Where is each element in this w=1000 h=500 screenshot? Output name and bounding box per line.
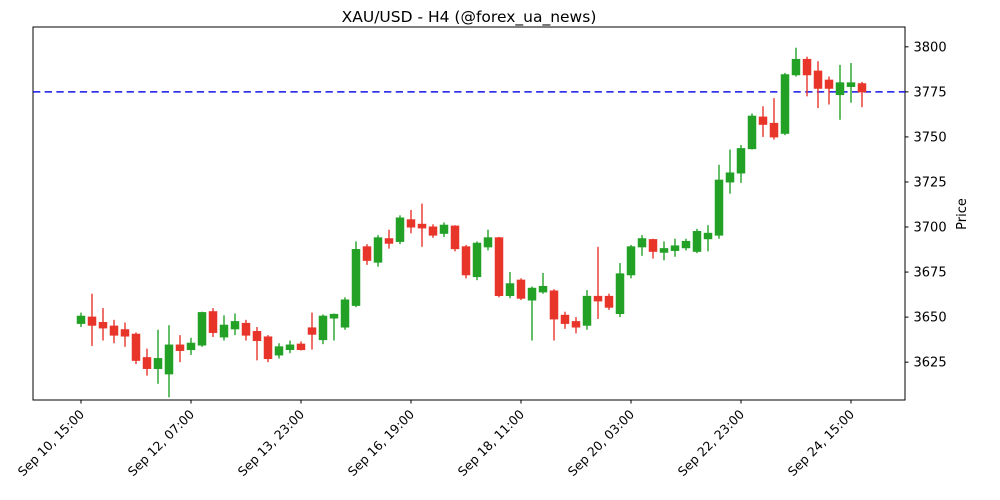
candle-body (681, 240, 691, 249)
candle-body (208, 311, 218, 333)
candle-body (505, 283, 515, 296)
candle-body (626, 246, 636, 276)
candle-body (780, 74, 790, 134)
candle-body (659, 248, 669, 253)
chart-title: XAU/USD - H4 (@forex_ua_news) (341, 8, 597, 26)
candle-body (285, 344, 295, 351)
candle-body (835, 82, 845, 96)
candle-body (846, 82, 856, 87)
x-axis-tick-label: Sep 13, 23:00 (235, 406, 307, 478)
x-axis-tick-label: Sep 20, 03:00 (565, 406, 637, 478)
y-axis-tick-label: 3800 (914, 40, 947, 55)
candle-body (813, 70, 823, 89)
candle-body (857, 83, 867, 93)
x-axis-tick-label: Sep 18, 11:00 (455, 406, 527, 478)
candle-body (461, 246, 471, 276)
candle-body (109, 325, 119, 336)
candle-body (175, 344, 185, 351)
candle-body (725, 172, 735, 183)
candle-body (428, 226, 438, 236)
candle-body (472, 242, 482, 278)
candle-body (648, 239, 658, 252)
candle-body (76, 315, 86, 324)
y-axis-tick-label: 3750 (914, 130, 947, 145)
candle-body (549, 290, 559, 320)
candle-body (593, 295, 603, 302)
candle-body (164, 344, 174, 375)
candle-body (538, 285, 548, 293)
y-axis-tick-label: 3650 (914, 311, 947, 326)
y-axis-tick-label: 3775 (914, 85, 947, 100)
candle-body (615, 273, 625, 315)
candle-body (120, 329, 130, 337)
candle-body (296, 343, 306, 351)
candle-body (758, 116, 768, 125)
y-axis-tick-label: 3675 (914, 266, 947, 281)
x-axis-tick-label: Sep 24, 15:00 (785, 406, 857, 478)
candle-body (637, 238, 647, 248)
candle-body (307, 327, 317, 335)
candle-body (318, 315, 328, 341)
candle-body (384, 238, 394, 244)
x-axis-tick-label: Sep 12, 07:00 (125, 406, 197, 478)
candle-body (329, 313, 339, 319)
candle-body (483, 237, 493, 248)
candle-body (560, 314, 570, 324)
candle-body (692, 231, 702, 252)
candle-body (494, 237, 504, 296)
candle-body (142, 357, 152, 369)
candle-body (219, 324, 229, 338)
candle-body (516, 279, 526, 299)
candle-body (351, 249, 361, 306)
candle-body (670, 245, 680, 251)
candle-body (153, 358, 163, 369)
candle-body (373, 237, 383, 263)
candle-body (252, 331, 262, 342)
candle-body (340, 299, 350, 328)
y-axis-title: Price (955, 198, 970, 230)
x-axis-tick-label: Sep 22, 23:00 (675, 406, 747, 478)
candle-body (439, 224, 449, 234)
candle-body (747, 115, 757, 150)
candle-body (417, 223, 427, 229)
candle-body (527, 287, 537, 301)
y-axis-tick-label: 3625 (914, 356, 947, 371)
candle-body (582, 295, 592, 326)
plot-border (32, 26, 906, 401)
candle-body (802, 58, 812, 76)
candle-body (230, 321, 240, 330)
candle-body (263, 336, 273, 360)
candle-body (274, 346, 284, 356)
candle-body (241, 322, 251, 336)
candle-body (769, 122, 779, 138)
candle-body (450, 225, 460, 250)
x-axis-tick-label: Sep 10, 15:00 (15, 406, 87, 478)
candle-body (571, 321, 581, 328)
candle-body (604, 295, 614, 308)
candle-body (395, 217, 405, 242)
candle-body (714, 179, 724, 236)
candle-body (186, 342, 196, 351)
y-axis-tick-label: 3700 (914, 221, 947, 236)
candle-body (736, 148, 746, 174)
candle-body (197, 312, 207, 346)
candle-body (362, 246, 372, 261)
candle-body (98, 322, 108, 329)
y-axis-tick-label: 3725 (914, 175, 947, 190)
x-axis-tick-label: Sep 16, 19:00 (345, 406, 417, 478)
candle-body (703, 232, 713, 240)
candle-body (824, 79, 834, 89)
candle-body (131, 333, 141, 361)
candle-body (87, 316, 97, 326)
candle-body (791, 58, 801, 76)
candle-body (406, 219, 416, 228)
